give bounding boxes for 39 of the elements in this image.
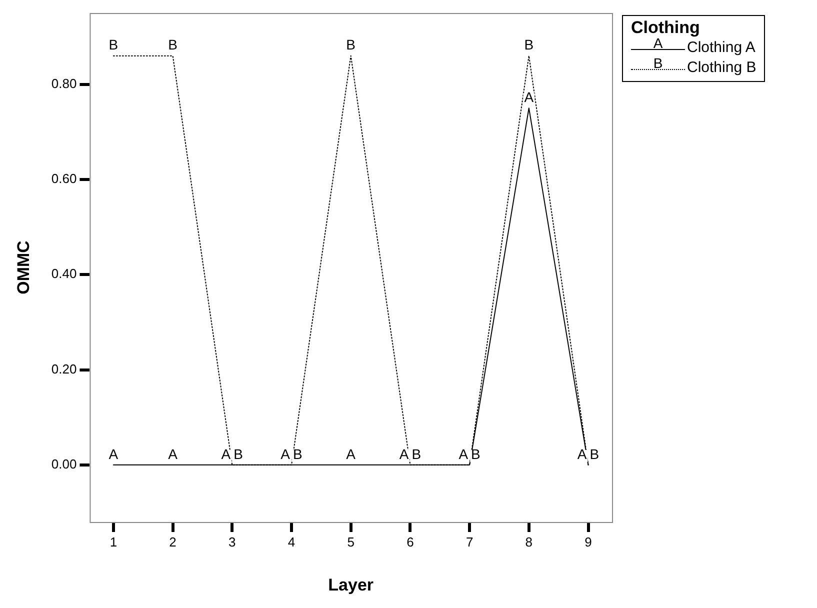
data-label: B — [292, 446, 302, 462]
y-tick-label: 0.40 — [51, 266, 77, 282]
x-tick-label: 9 — [584, 534, 592, 550]
y-tick-label: 0.60 — [51, 171, 77, 186]
data-label: B — [108, 36, 118, 53]
data-label: B — [524, 36, 534, 53]
y-tick-label: 0.00 — [51, 456, 77, 472]
x-axis-title: Layer — [328, 575, 374, 594]
x-tick-label: 3 — [228, 534, 236, 550]
data-label: A — [399, 446, 410, 462]
x-tick-label: 4 — [288, 534, 296, 550]
y-axis-title: OMMC — [14, 240, 33, 294]
data-label: B — [168, 36, 178, 53]
text: B — [653, 55, 663, 71]
x-tick-label: 6 — [406, 534, 414, 550]
legend-label: Clothing A — [687, 38, 756, 56]
data-label: A — [108, 446, 119, 462]
x-tick-label: 8 — [525, 534, 533, 550]
data-label: A — [346, 446, 356, 462]
data-label: B — [590, 446, 600, 462]
text: A — [653, 35, 663, 51]
data-label: A — [280, 446, 291, 462]
data-label: A — [168, 446, 178, 462]
data-label: B — [346, 36, 356, 53]
data-label: B — [412, 446, 422, 462]
x-tick-label: 5 — [347, 534, 354, 550]
x-tick-label: 1 — [110, 534, 118, 550]
legend-label: Clothing B — [687, 58, 756, 76]
data-label: A — [221, 446, 232, 462]
data-label: A — [524, 89, 534, 105]
y-tick-label: 0.80 — [51, 76, 77, 91]
data-label: A — [577, 446, 588, 462]
x-tick-label: 2 — [169, 534, 176, 550]
legend-title: Clothing — [631, 18, 701, 37]
data-label: A — [458, 446, 469, 462]
x-tick-label: 7 — [466, 534, 474, 550]
data-label: B — [234, 446, 243, 462]
y-tick-label: 0.20 — [51, 361, 77, 376]
data-label: B — [471, 446, 480, 462]
